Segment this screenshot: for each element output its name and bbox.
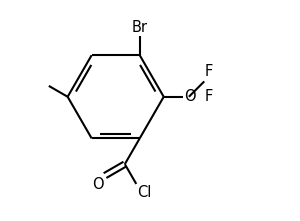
- Text: F: F: [205, 64, 213, 79]
- Text: O: O: [92, 177, 104, 192]
- Text: Br: Br: [132, 20, 148, 34]
- Text: F: F: [205, 90, 213, 104]
- Text: Cl: Cl: [137, 185, 152, 200]
- Text: O: O: [184, 89, 196, 104]
